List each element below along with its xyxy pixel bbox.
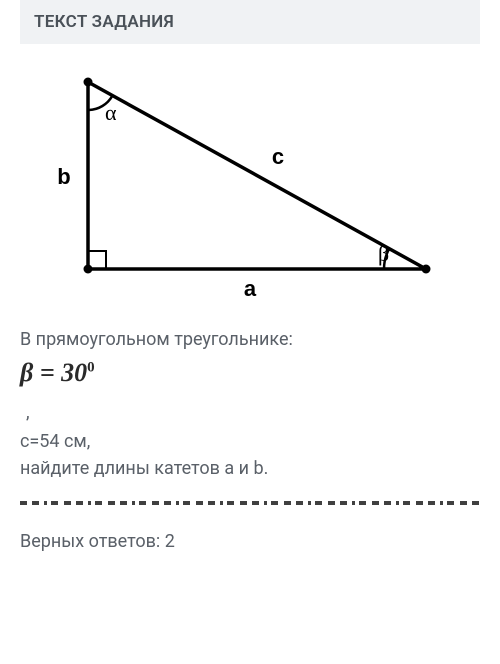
beta-degree: 0: [87, 359, 95, 375]
svg-text:β: β: [378, 241, 389, 266]
svg-text:α: α: [105, 100, 117, 125]
svg-text:b: b: [57, 164, 70, 189]
beta-var: β: [20, 358, 33, 387]
task-text: найдите длины катетов a и b.: [20, 458, 480, 479]
given-c: c=54 см,: [20, 431, 480, 452]
divider: [20, 501, 480, 505]
separator-comma: ,: [26, 402, 480, 423]
beta-eq: = 30: [33, 358, 87, 387]
beta-expression: β = 300: [20, 358, 480, 388]
svg-text:a: a: [244, 276, 257, 301]
correct-answers-count: Верных ответов: 2: [20, 531, 480, 552]
svg-text:c: c: [272, 144, 284, 169]
section-header: ТЕКСТ ЗАДАНИЯ: [20, 0, 480, 44]
problem-intro: В прямоугольном треугольнике:: [20, 329, 480, 350]
triangle-diagram: α β a b c: [28, 64, 480, 313]
